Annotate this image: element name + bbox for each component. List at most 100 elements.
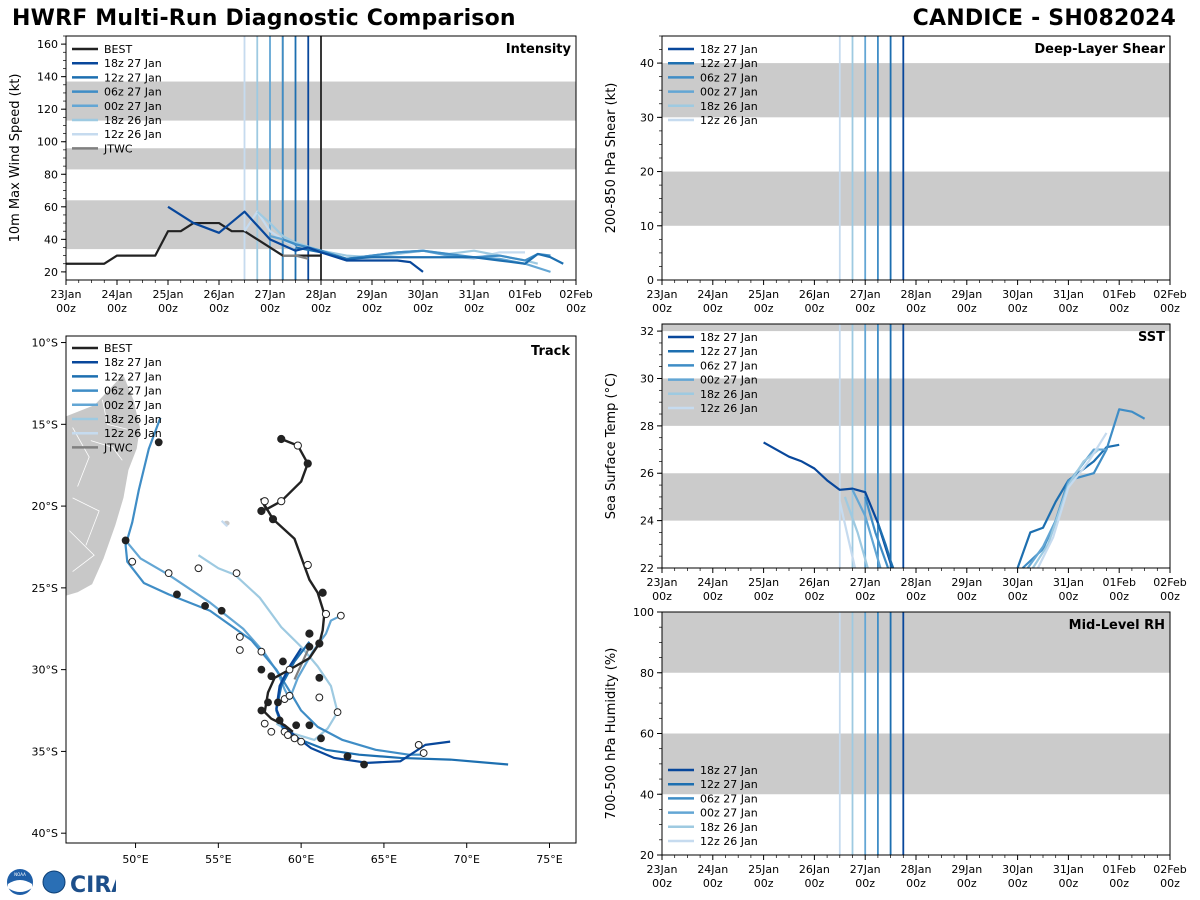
- lon-tick-label: 70°E: [453, 853, 479, 866]
- x-tick-label-hour: 00z: [1160, 877, 1180, 890]
- best-track-marker-4: [257, 506, 266, 516]
- series-12z-26-jan-5: [838, 501, 857, 569]
- legend-label-18z-26-jan: 18z 26 Jan: [700, 100, 758, 113]
- track-marker-27: [292, 721, 301, 730]
- lat-tick-label: 25°S: [32, 582, 58, 595]
- series-12z-27-jan-5: [295, 246, 564, 265]
- x-tick-label-date: 26Jan: [799, 288, 830, 301]
- track-marker-18: [274, 698, 282, 707]
- legend-label-18z-26-jan: 18z 26 Jan: [104, 413, 162, 426]
- x-tick-label-hour: 00z: [754, 590, 774, 603]
- x-tick-label-date: 26Jan: [799, 863, 830, 876]
- track-marker-28: [305, 721, 314, 730]
- legend-label-00z-27-jan: 00z 27 Jan: [104, 399, 162, 412]
- cira-logo-text: CIRA: [70, 873, 116, 896]
- x-tick-label-hour: 00z: [906, 877, 926, 890]
- x-tick-label-date: 28Jan: [901, 863, 932, 876]
- best-track-marker-9: [321, 609, 331, 619]
- track-marker-5: [201, 601, 209, 610]
- x-tick-label-hour: 00z: [703, 590, 723, 603]
- track-marker-30: [315, 673, 324, 682]
- best-track-marker-8: [318, 588, 327, 597]
- y-tick-label: 120: [37, 103, 58, 116]
- series-00z-27-jan-3: [851, 489, 882, 569]
- x-tick-label-hour: 00z: [754, 877, 774, 890]
- y-tick-label: 30: [640, 111, 654, 124]
- x-tick-label-hour: 00z: [1008, 302, 1028, 315]
- series-18z-26-jan-4: [843, 496, 869, 569]
- track-marker-0: [121, 536, 130, 545]
- track-marker-21: [260, 719, 269, 728]
- legend-label-jtwc: JTWC: [103, 441, 133, 454]
- x-tick-label-hour: 00z: [855, 877, 875, 890]
- y-tick-label: 20: [44, 266, 58, 279]
- x-tick-label-date: 25Jan: [748, 576, 779, 589]
- x-tick-label-date: 30Jan: [1002, 576, 1033, 589]
- x-tick-label-hour: 00z: [362, 302, 382, 315]
- lon-tick-label: 60°E: [288, 853, 314, 866]
- track-marker-7: [232, 569, 241, 578]
- track-marker-36: [419, 749, 428, 757]
- x-tick-label-hour: 00z: [652, 877, 672, 890]
- panel-title: Deep-Layer Shear: [1034, 42, 1165, 57]
- storm-name: CANDICE - SH082024: [912, 6, 1176, 31]
- y-tick-label: 20: [640, 166, 654, 179]
- y-axis-label: 700-500 hPa Humidity (%): [604, 648, 619, 820]
- y-tick-label: 26: [640, 467, 654, 480]
- x-tick-label-date: 24Jan: [697, 288, 728, 301]
- track-marker-37: [305, 642, 314, 651]
- track-marker-1: [128, 557, 137, 566]
- x-tick-label-date: 29Jan: [951, 576, 982, 589]
- x-tick-label-hour: 00z: [1008, 877, 1028, 890]
- figure-title: HWRF Multi-Run Diagnostic Comparison: [12, 6, 516, 31]
- x-tick-label-date: 28Jan: [306, 288, 337, 301]
- legend-label-jtwc: JTWC: [103, 142, 133, 155]
- madagascar-landmass: [66, 374, 142, 597]
- lon-tick-label: 50°E: [122, 853, 148, 866]
- series-06z-27-jan-2: [864, 496, 890, 569]
- legend-label-00z-27-jan: 00z 27 Jan: [700, 374, 758, 387]
- x-tick-label-date: 27Jan: [255, 288, 286, 301]
- x-tick-label-date: 02Feb: [1153, 863, 1186, 876]
- x-tick-label-date: 30Jan: [1002, 863, 1033, 876]
- x-tick-label-date: 31Jan: [1053, 288, 1084, 301]
- track-marker-33: [343, 752, 352, 761]
- x-tick-label-date: 01Feb: [508, 288, 541, 301]
- panel-track: 50°E 55°E 60°E 65°E 70°E 75°E 10°S 15°S 20°S 25°S…: [32, 335, 577, 866]
- y-tick-label: 20: [640, 849, 654, 862]
- x-tick-label-hour: 00z: [652, 302, 672, 315]
- x-tick-label-hour: 00z: [311, 302, 331, 315]
- track-marker-39: [154, 438, 163, 447]
- x-tick-label-date: 30Jan: [1002, 288, 1033, 301]
- noaa-logo-text: NOAA: [14, 872, 26, 877]
- x-tick-label-hour: 00z: [1109, 302, 1129, 315]
- legend-label-00z-27-jan: 00z 27 Jan: [700, 807, 758, 820]
- shaded-band-1: [662, 63, 1170, 118]
- track-frame: [65, 335, 577, 844]
- x-tick-label-hour: 00z: [260, 302, 280, 315]
- x-tick-label-hour: 00z: [805, 877, 825, 890]
- x-tick-label-hour: 00z: [413, 302, 433, 315]
- track-marker-3: [173, 590, 181, 599]
- track-marker-17: [264, 698, 272, 707]
- lat-tick-label: 35°S: [32, 745, 58, 758]
- x-tick-label-hour: 00z: [1059, 877, 1079, 890]
- x-tick-label-hour: 00z: [1059, 590, 1079, 603]
- legend-label-06z-27-jan: 06z 27 Jan: [700, 359, 758, 372]
- legend-label-18z-27-jan: 18z 27 Jan: [104, 57, 162, 70]
- track-marker-22: [267, 727, 276, 736]
- cira-logo: NOAA CIRA: [6, 866, 128, 898]
- legend-label-18z-27-jan: 18z 27 Jan: [104, 356, 162, 369]
- track-marker-14: [285, 665, 294, 674]
- y-axis-label: 10m Max Wind Speed (kt): [8, 74, 23, 243]
- lon-tick-label: 65°E: [371, 853, 397, 866]
- best-track-marker-11: [315, 639, 324, 648]
- province-border-1: [72, 497, 100, 546]
- y-tick-label: 80: [44, 168, 58, 181]
- track-marker-29: [315, 693, 324, 702]
- y-tick-label: 22: [640, 562, 654, 575]
- legend-label-12z-27-jan: 12z 27 Jan: [700, 778, 758, 791]
- y-axis-label: 200-850 hPa Shear (kt): [604, 83, 619, 234]
- y-tick-label: 60: [44, 201, 58, 214]
